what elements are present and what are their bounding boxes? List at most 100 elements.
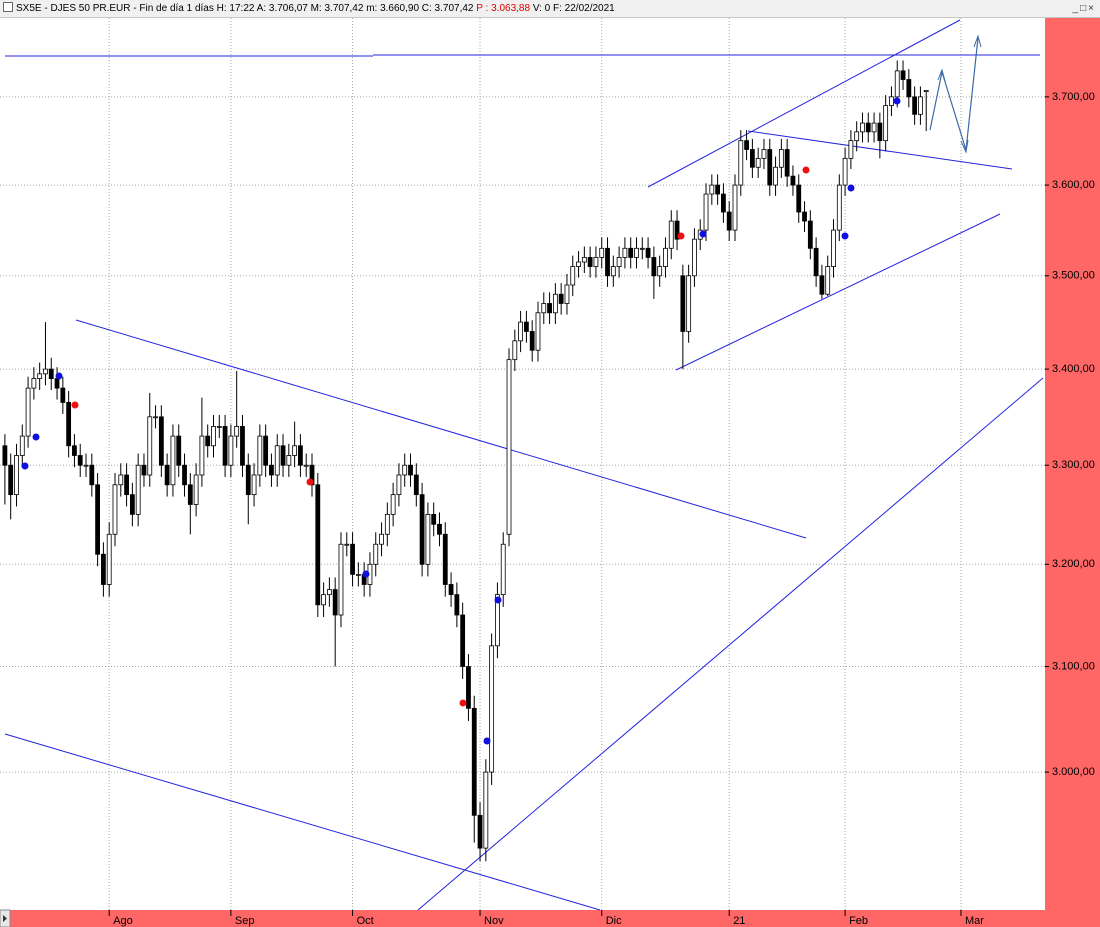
- candle-body: [489, 645, 495, 773]
- candle-body: [158, 416, 164, 466]
- sell-signal: [802, 166, 810, 174]
- x-tick-label: Sep: [235, 915, 255, 927]
- candle-body: [101, 553, 106, 585]
- candle-body: [303, 464, 309, 467]
- sell-signal: [459, 699, 467, 707]
- candle-body: [199, 435, 205, 476]
- candle-body: [112, 484, 118, 535]
- candle-body: [610, 266, 616, 277]
- header-highlight: P : 3.063,88: [476, 3, 531, 14]
- y-tick-label: 3.000,00: [1052, 766, 1095, 778]
- candle-body: [390, 494, 396, 515]
- candle-body: [518, 321, 524, 342]
- candle-body: [570, 266, 576, 286]
- candle-body: [338, 543, 344, 616]
- candle-body: [529, 331, 535, 351]
- candle-body: [269, 464, 274, 476]
- x-tick-label: Mar: [965, 915, 984, 927]
- x-tick-label: Nov: [484, 915, 504, 927]
- candle-body: [321, 594, 326, 606]
- candle-body: [245, 464, 251, 496]
- candle-body: [535, 312, 541, 351]
- candle-body: [581, 257, 587, 263]
- candle-body: [234, 426, 240, 437]
- candle-body: [564, 284, 570, 304]
- candle-body: [379, 533, 384, 545]
- x-tick-label: Ago: [113, 915, 133, 927]
- candle-body: [616, 257, 622, 267]
- candle-body: [523, 321, 529, 332]
- y-tick-label: 3.200,00: [1052, 558, 1095, 570]
- candle-body: [286, 455, 292, 466]
- candle-body: [558, 293, 564, 304]
- candle-body: [894, 70, 900, 98]
- buy-signal: [362, 570, 370, 578]
- candle-body: [77, 455, 83, 466]
- projection-arrow: [929, 37, 979, 151]
- buy-signal: [494, 596, 502, 604]
- candle-body: [292, 445, 298, 456]
- y-tick-label: 3.700,00: [1052, 91, 1095, 103]
- candle-body: [605, 247, 610, 277]
- candle-body: [576, 261, 581, 267]
- candle-body: [222, 426, 228, 466]
- candle-body: [187, 484, 193, 505]
- candle-body: [639, 247, 645, 250]
- candle-body: [744, 140, 749, 150]
- buy-signal: [699, 230, 707, 238]
- scroll-arrow: [3, 915, 7, 922]
- signals: [21, 97, 901, 745]
- candle-body: [384, 513, 390, 535]
- x-tick-label: 21: [733, 915, 745, 927]
- candle-body: [66, 402, 72, 447]
- candle-body: [761, 149, 767, 159]
- candle-body: [495, 594, 500, 647]
- candle-body: [680, 275, 686, 332]
- candle-body: [547, 303, 552, 314]
- candle-body: [634, 247, 639, 258]
- candle-body: [402, 464, 408, 476]
- candle-body: [784, 149, 790, 177]
- candle-body: [889, 96, 894, 106]
- candle-body: [732, 184, 738, 231]
- candle-body: [848, 140, 854, 159]
- menu-icon[interactable]: [3, 2, 13, 12]
- candle-body: [350, 543, 355, 575]
- window-controls[interactable]: _□×: [1072, 3, 1096, 14]
- candle-body: [923, 90, 929, 92]
- candle-body: [8, 464, 14, 496]
- candle-body: [106, 533, 112, 585]
- y-tick-label: 3.500,00: [1052, 270, 1095, 282]
- candle-body: [790, 175, 796, 186]
- x-axis-panel: [0, 910, 1100, 927]
- candle-body: [355, 573, 361, 576]
- candle-body: [506, 359, 512, 535]
- candle-body: [692, 238, 697, 277]
- buy-signal: [893, 97, 901, 105]
- candle-body: [802, 211, 807, 222]
- candle-body: [118, 474, 124, 486]
- candle-body: [60, 387, 66, 403]
- candle-body: [141, 464, 147, 476]
- candle-body: [344, 543, 350, 546]
- candle-body: [396, 474, 402, 496]
- candle-body: [466, 666, 471, 709]
- candle-body: [541, 303, 547, 314]
- candle-body: [483, 771, 489, 849]
- candle-body: [48, 368, 54, 379]
- candle-body: [471, 707, 477, 816]
- candle-body: [813, 247, 819, 277]
- buy-signal: [841, 232, 849, 240]
- candle-body: [796, 184, 802, 213]
- y-tick-label: 3.300,00: [1052, 459, 1095, 471]
- candle-body: [182, 464, 187, 486]
- candle-body: [500, 543, 506, 596]
- candle-body: [164, 464, 170, 486]
- candle-body: [228, 435, 234, 466]
- header-bar: SX5E - DJES 50 PR.EUR - Fin de día 1 día…: [0, 0, 1100, 18]
- y-tick-label: 3.100,00: [1052, 660, 1095, 672]
- candle-body: [552, 293, 558, 314]
- candle-body: [622, 247, 628, 258]
- candle-body: [413, 474, 419, 496]
- sell-signal: [306, 478, 314, 486]
